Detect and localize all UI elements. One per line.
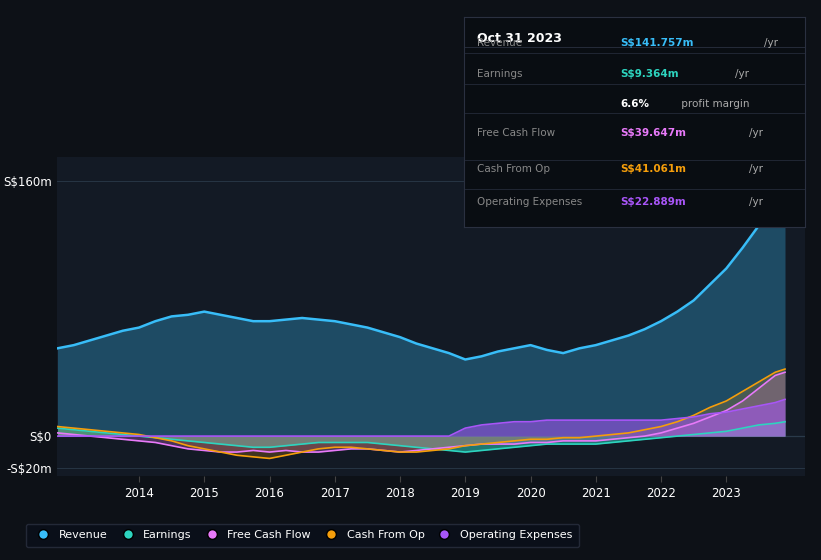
Text: Revenue: Revenue <box>478 38 523 48</box>
Text: S$141.757m: S$141.757m <box>621 38 694 48</box>
Text: /yr: /yr <box>750 198 764 207</box>
Text: Operating Expenses: Operating Expenses <box>478 198 583 207</box>
Text: 6.6%: 6.6% <box>621 99 649 109</box>
Text: /yr: /yr <box>764 38 777 48</box>
Text: Oct 31 2023: Oct 31 2023 <box>478 31 562 44</box>
Text: Earnings: Earnings <box>478 69 523 80</box>
Text: S$41.061m: S$41.061m <box>621 164 686 174</box>
Legend: Revenue, Earnings, Free Cash Flow, Cash From Op, Operating Expenses: Revenue, Earnings, Free Cash Flow, Cash … <box>25 524 579 547</box>
Text: S$39.647m: S$39.647m <box>621 128 686 138</box>
Text: Free Cash Flow: Free Cash Flow <box>478 128 556 138</box>
Text: S$9.364m: S$9.364m <box>621 69 679 80</box>
Text: profit margin: profit margin <box>678 99 750 109</box>
Text: /yr: /yr <box>735 69 749 80</box>
Text: S$22.889m: S$22.889m <box>621 198 686 207</box>
Text: /yr: /yr <box>750 128 764 138</box>
Text: /yr: /yr <box>750 164 764 174</box>
Text: Cash From Op: Cash From Op <box>478 164 551 174</box>
